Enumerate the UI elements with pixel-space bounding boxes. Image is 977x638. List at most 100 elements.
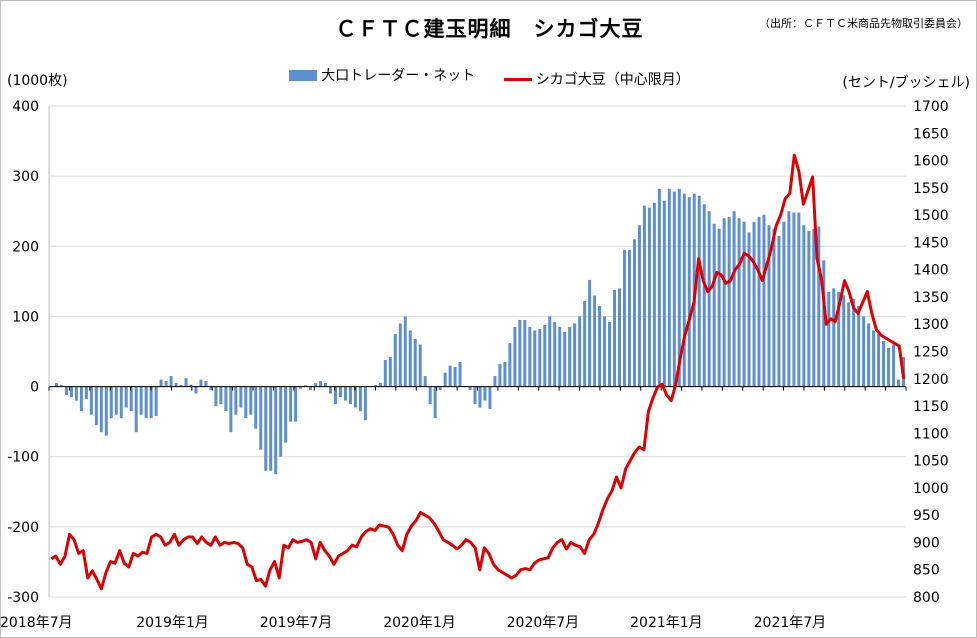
right-tick-label: 950: [913, 508, 940, 524]
bar: [822, 260, 826, 387]
bar: [184, 378, 188, 387]
bar: [508, 343, 512, 387]
bar: [707, 211, 711, 387]
bar: [772, 228, 776, 387]
bar: [338, 386, 342, 398]
bar: [603, 316, 607, 387]
bar: [408, 330, 412, 387]
bar: [792, 212, 796, 387]
bar: [154, 386, 158, 417]
legend-line-label: シカゴ大豆（中心限月）: [535, 72, 690, 88]
bar: [129, 386, 133, 412]
bar: [438, 386, 442, 391]
bar: [558, 326, 562, 387]
bar: [144, 386, 148, 419]
right-axis-unit: (セント/ブッシェル): [842, 75, 970, 91]
bar: [827, 291, 831, 387]
right-tick-label: 1550: [913, 181, 949, 197]
bar: [199, 379, 203, 387]
bar: [807, 230, 811, 387]
bar: [767, 225, 771, 387]
x-tick-label: 2021年7月: [754, 615, 827, 631]
bar: [872, 330, 876, 387]
bar: [109, 386, 113, 419]
bar: [139, 386, 143, 415]
bar: [279, 386, 283, 457]
bar: [329, 386, 333, 394]
bar: [702, 204, 706, 387]
bar: [887, 347, 891, 387]
bar: [468, 386, 472, 391]
bar: [119, 386, 123, 419]
bar: [54, 383, 58, 387]
bar: [717, 228, 721, 387]
bar: [832, 288, 836, 387]
bar: [164, 380, 168, 387]
right-tick-label: 1450: [913, 235, 949, 251]
right-tick-label: 800: [913, 590, 940, 606]
bar: [94, 386, 98, 426]
bar: [219, 386, 223, 405]
bar: [294, 386, 298, 422]
bar: [264, 386, 268, 471]
right-tick-label: 1500: [913, 208, 949, 224]
bar: [299, 386, 303, 389]
x-tick-label: 2021年1月: [630, 615, 703, 631]
bar: [852, 298, 856, 387]
bar: [712, 223, 716, 387]
bar: [762, 214, 766, 387]
bar: [837, 291, 841, 387]
left-tick-label: -100: [7, 450, 39, 466]
bar: [319, 380, 323, 387]
bar: [324, 383, 328, 387]
bar: [682, 193, 686, 387]
source-note: （出所：ＣＦＴＣ米商品先物取引委員会）: [759, 17, 968, 30]
right-tick-label: 1400: [913, 263, 949, 279]
right-tick-label: 1700: [913, 99, 949, 115]
bar: [74, 386, 78, 401]
bar: [363, 386, 367, 421]
bar: [453, 366, 457, 387]
chart-title: ＣＦＴＣ建玉明細 シカゴ大豆: [335, 17, 644, 41]
bar: [842, 295, 846, 387]
bar: [269, 386, 273, 471]
bar: [229, 386, 233, 433]
bar: [274, 386, 278, 475]
bar: [548, 316, 552, 387]
bar: [443, 372, 447, 387]
bar: [757, 216, 761, 387]
bar: [259, 386, 263, 450]
bar: [618, 288, 621, 387]
bar: [89, 386, 93, 415]
bar: [204, 380, 208, 387]
bar: [483, 386, 487, 401]
bar: [378, 383, 382, 387]
bar: [393, 333, 397, 387]
bar: [493, 376, 497, 387]
x-tick-label: 2018年7月: [0, 615, 73, 631]
bar: [348, 386, 352, 405]
bar: [657, 188, 661, 387]
right-tick-label: 1600: [913, 154, 949, 170]
bar: [737, 218, 741, 387]
bar: [652, 202, 656, 387]
right-tick-label: 1300: [913, 317, 949, 333]
bar: [418, 344, 422, 387]
bar: [687, 197, 691, 387]
bar: [423, 376, 427, 387]
bar: [583, 301, 587, 387]
bar: [543, 324, 547, 387]
bar: [573, 323, 577, 387]
bar: [169, 376, 173, 387]
bar: [59, 385, 63, 387]
bar: [588, 279, 592, 387]
bar: [867, 323, 871, 387]
bar: [254, 386, 258, 429]
right-tick-label: 1350: [913, 290, 949, 306]
bar: [413, 338, 417, 387]
left-tick-label: 400: [12, 99, 39, 115]
bar: [428, 386, 432, 405]
bar: [637, 225, 641, 387]
bar: [747, 232, 751, 387]
